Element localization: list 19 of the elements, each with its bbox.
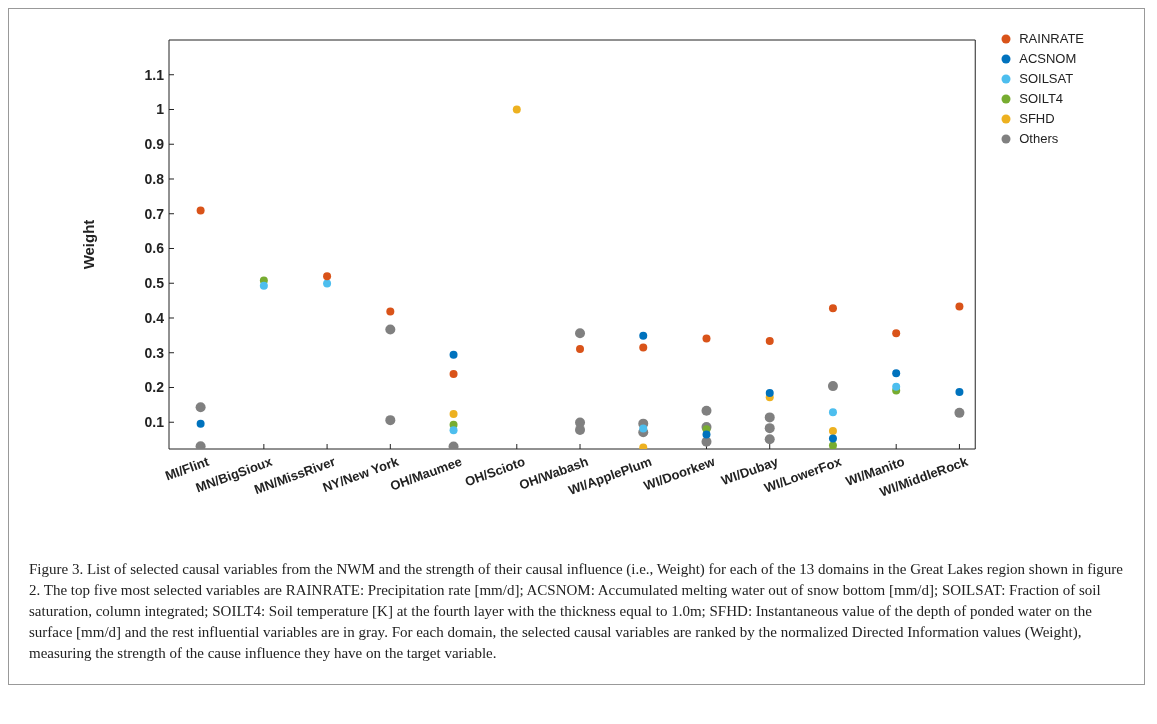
y-tick-label: 0.2 [144, 379, 165, 396]
y-tick-label: 0.3 [144, 344, 165, 361]
y-tick-label: 0.1 [144, 414, 165, 431]
y-tick-label: 1.1 [144, 66, 165, 83]
y-tick-label: 0.4 [144, 309, 165, 326]
y-tick-label: 0.7 [144, 205, 165, 222]
legend-label: SOILSAT [1019, 70, 1074, 88]
y-axis-title: Weight [80, 219, 98, 270]
y-tick-label: 0.5 [144, 275, 165, 292]
legend-label: SOILT4 [1019, 90, 1064, 108]
y-tick-label: 1 [156, 101, 165, 118]
legend-label: Others [1019, 130, 1059, 148]
legend-label: SFHD [1019, 110, 1055, 128]
legend-label: RAINRATE [1019, 30, 1084, 48]
y-tick-label: 0.8 [144, 170, 165, 187]
y-tick-label: 0.6 [144, 240, 165, 257]
legend-label: ACSNOM [1019, 50, 1077, 68]
y-tick-label: 0.9 [144, 136, 165, 153]
caption: Figure 3. List of selected causal variables from the NWM and the strength of their causal influence (i.e., Weight) for each of the 13 domains in the Great Lakes region shown in figure 2. The top five most selected variables are RAINRATE: Precipitation rate [mm/d]; ACSNOM: Accumulated melting water out of snow bottom [mm/d]; SOILSAT: Fraction of soil saturation, column integrated; SOILT4: Soil temperature [K] at the fourth layer with the thickness equal to 1.0m; SFHD: Instantaneous value of the depth of ponded water on the surface [mm/d] and the rest influential variables are in gray. For each domain, the selected causal variables are ranked by the normalized Directed Information values (Weight), measuring the strength of the cause influence they have on the target variable. [29, 560, 1124, 663]
